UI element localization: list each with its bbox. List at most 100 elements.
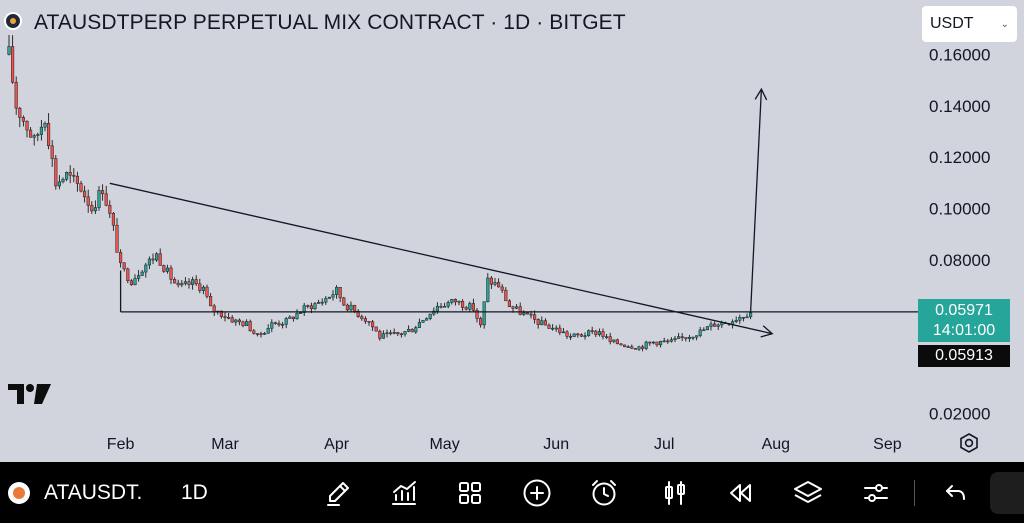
candle xyxy=(475,308,479,323)
candle-body xyxy=(716,324,720,327)
candle-body xyxy=(234,319,238,323)
candle xyxy=(273,321,277,325)
candle xyxy=(291,316,295,322)
candle-body xyxy=(18,107,22,118)
price-chart[interactable]: 0.16000 0.14000 0.12000 0.10000 0.08000 0.020… xyxy=(0,0,1024,462)
candle xyxy=(54,154,58,190)
candle xyxy=(57,175,61,190)
price-tick-label: 0.14000 xyxy=(929,97,990,116)
candle xyxy=(327,296,331,299)
candle-body xyxy=(43,123,47,128)
candle xyxy=(443,302,447,308)
candle xyxy=(79,180,83,193)
descending-trendline xyxy=(109,182,773,335)
replay-icon[interactable] xyxy=(724,476,756,510)
candle-body xyxy=(11,46,15,83)
candle-body xyxy=(633,348,637,350)
candle-body xyxy=(741,317,745,319)
candle-body xyxy=(183,281,187,284)
candle xyxy=(605,333,609,340)
candle xyxy=(425,317,429,321)
candle-body xyxy=(468,303,472,310)
candle-body xyxy=(169,267,173,280)
candle xyxy=(155,252,159,262)
undo-icon[interactable] xyxy=(940,476,972,510)
candle-body xyxy=(90,205,94,212)
candle xyxy=(439,302,443,309)
candle xyxy=(540,316,544,326)
candle-body xyxy=(608,336,612,342)
candle xyxy=(576,332,580,338)
candle xyxy=(101,184,105,201)
candle-body xyxy=(173,279,177,284)
candle xyxy=(630,344,634,349)
candle-body xyxy=(338,287,342,299)
price-tick-label: 0.08000 xyxy=(929,251,990,270)
candle-body xyxy=(194,279,198,285)
symbol-button[interactable]: ATAUSDT. xyxy=(44,481,143,504)
candle xyxy=(90,201,94,214)
candle xyxy=(504,287,508,302)
candle xyxy=(173,277,177,284)
candle xyxy=(421,319,425,323)
candle-body xyxy=(421,319,425,323)
candle-body xyxy=(666,340,670,343)
candle-body xyxy=(695,335,699,338)
layers-icon[interactable] xyxy=(790,476,826,510)
candle-body xyxy=(576,333,580,336)
candle-body xyxy=(29,129,33,138)
candle-body xyxy=(317,302,321,304)
candle-body xyxy=(594,330,598,335)
indicators-icon[interactable] xyxy=(388,476,420,510)
candle xyxy=(227,312,231,320)
currency-select[interactable]: USDT ⌄ xyxy=(922,6,1017,42)
axis-settings-icon[interactable] xyxy=(958,432,980,460)
layout-icon[interactable] xyxy=(454,476,486,510)
settings-sliders-icon[interactable] xyxy=(860,476,892,510)
candle-body xyxy=(302,305,306,313)
candle xyxy=(572,333,576,338)
candle-body xyxy=(558,327,562,333)
candle xyxy=(61,177,65,184)
candle-body xyxy=(425,318,429,321)
candle-body xyxy=(673,338,677,340)
candle xyxy=(144,262,148,278)
candle xyxy=(410,328,414,333)
brush-icon[interactable] xyxy=(322,476,354,510)
candle xyxy=(140,270,144,276)
candle xyxy=(612,339,616,344)
candle-body xyxy=(489,277,493,285)
add-icon[interactable] xyxy=(521,476,553,510)
candle xyxy=(428,313,432,321)
time-tick-label: Feb xyxy=(107,436,135,453)
candle-body xyxy=(273,322,277,324)
candle xyxy=(25,120,29,138)
candle xyxy=(684,337,688,342)
candle-body xyxy=(644,341,648,349)
candle-body xyxy=(511,306,515,309)
candle-body xyxy=(93,207,97,212)
candle xyxy=(396,332,400,337)
candle-body xyxy=(353,304,357,312)
candle-body xyxy=(309,305,313,310)
alert-icon[interactable] xyxy=(588,476,620,510)
candle xyxy=(295,309,299,320)
chart-area[interactable]: 0.16000 0.14000 0.12000 0.10000 0.08000 0.020… xyxy=(0,0,1024,462)
time-tick-label: Jun xyxy=(543,436,569,453)
candle xyxy=(651,341,655,345)
chart-type-icon[interactable] xyxy=(660,476,690,510)
candle-body xyxy=(734,320,738,322)
symbol-logo-icon[interactable] xyxy=(8,482,30,504)
candle xyxy=(587,329,591,337)
candle xyxy=(479,316,483,328)
candle xyxy=(234,318,238,326)
candle xyxy=(579,333,583,337)
interval-button[interactable]: 1D xyxy=(181,481,208,504)
candle xyxy=(590,326,594,334)
candle-body xyxy=(266,327,270,334)
candle xyxy=(482,301,486,329)
side-panel-handle[interactable] xyxy=(990,472,1024,514)
candle xyxy=(702,327,706,332)
candle xyxy=(223,312,227,322)
candle-body xyxy=(749,312,753,318)
